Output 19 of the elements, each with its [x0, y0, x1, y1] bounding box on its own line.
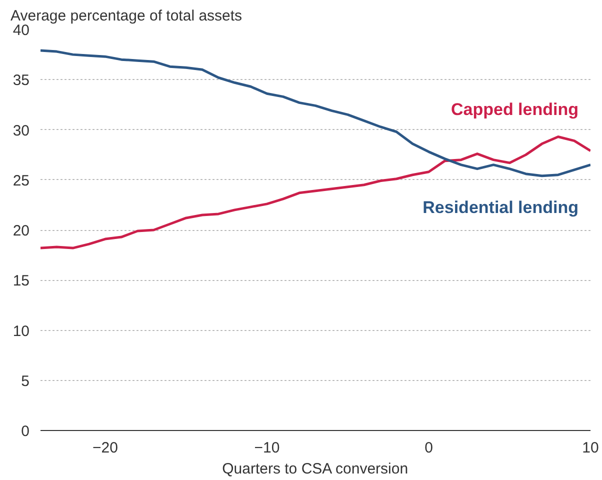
chart-title: Average percentage of total assets [10, 8, 242, 24]
x-tick-label: 0 [424, 440, 433, 456]
y-tick-label: 25 [12, 172, 30, 190]
series-label: Residential lending [422, 198, 579, 217]
x-tick-label: −10 [254, 440, 280, 456]
y-tick-label: 30 [12, 122, 30, 140]
y-tick-label: 20 [12, 222, 30, 240]
line-series [40, 49, 590, 178]
y-tick-label: 40 [12, 22, 30, 39]
y-tick-label: 0 [21, 423, 30, 440]
series-label: Capped lending [451, 100, 578, 119]
x-tick-label: −20 [92, 440, 118, 456]
line-series [40, 136, 590, 250]
x-axis-title: Quarters to CSA conversion [222, 460, 408, 478]
y-tick-label: 15 [12, 272, 30, 290]
y-tick-label: 5 [21, 372, 30, 390]
y-tick-label: 10 [12, 322, 30, 340]
x-tick-label: 10 [582, 440, 599, 456]
y-tick-label: 35 [12, 72, 30, 90]
